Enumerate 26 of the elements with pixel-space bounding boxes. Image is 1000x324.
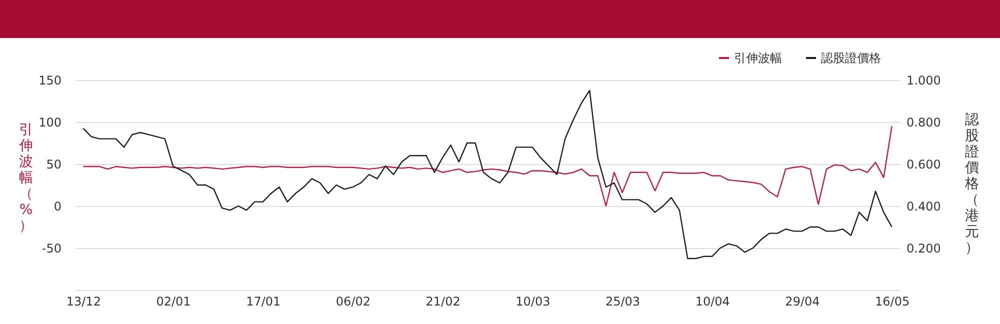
y-tick-label: 50 [46,158,62,172]
x-tick-label: 10/03 [516,294,550,308]
x-tick-label: 06/02 [336,294,371,308]
x-tick-label: 21/02 [426,294,460,308]
line-series [82,90,892,260]
y2-tick-label: 0.600 [906,158,941,172]
y-tick-label: -50 [42,242,62,256]
y2-tick-label: 0.800 [906,116,941,130]
x-tick-label: 10/04 [695,294,730,308]
line-series [82,126,892,207]
x-tick-label: 13/12 [66,294,101,308]
y2-tick-label: 0.400 [906,200,941,214]
x-tick-label: 02/01 [156,294,191,308]
y2-tick-label: 1.000 [906,74,941,88]
legend-label: 引伸波幅 [734,51,782,65]
y-tick-label: 100 [38,116,62,130]
legend-label: 認股證價格 [821,51,881,65]
x-tick-label: 17/01 [246,294,281,308]
x-tick-label: 16/05 [875,294,910,308]
x-tick-label: 29/04 [785,294,820,308]
x-tick-label: 25/03 [605,294,640,308]
text: 認股證價格（港元） [965,112,979,256]
y-tick-label: 0 [54,200,62,214]
y2-tick-label: 0.200 [906,242,941,256]
y-axis-title: 引伸波幅（%） [18,122,34,234]
y-tick-label: 150 [38,74,62,88]
